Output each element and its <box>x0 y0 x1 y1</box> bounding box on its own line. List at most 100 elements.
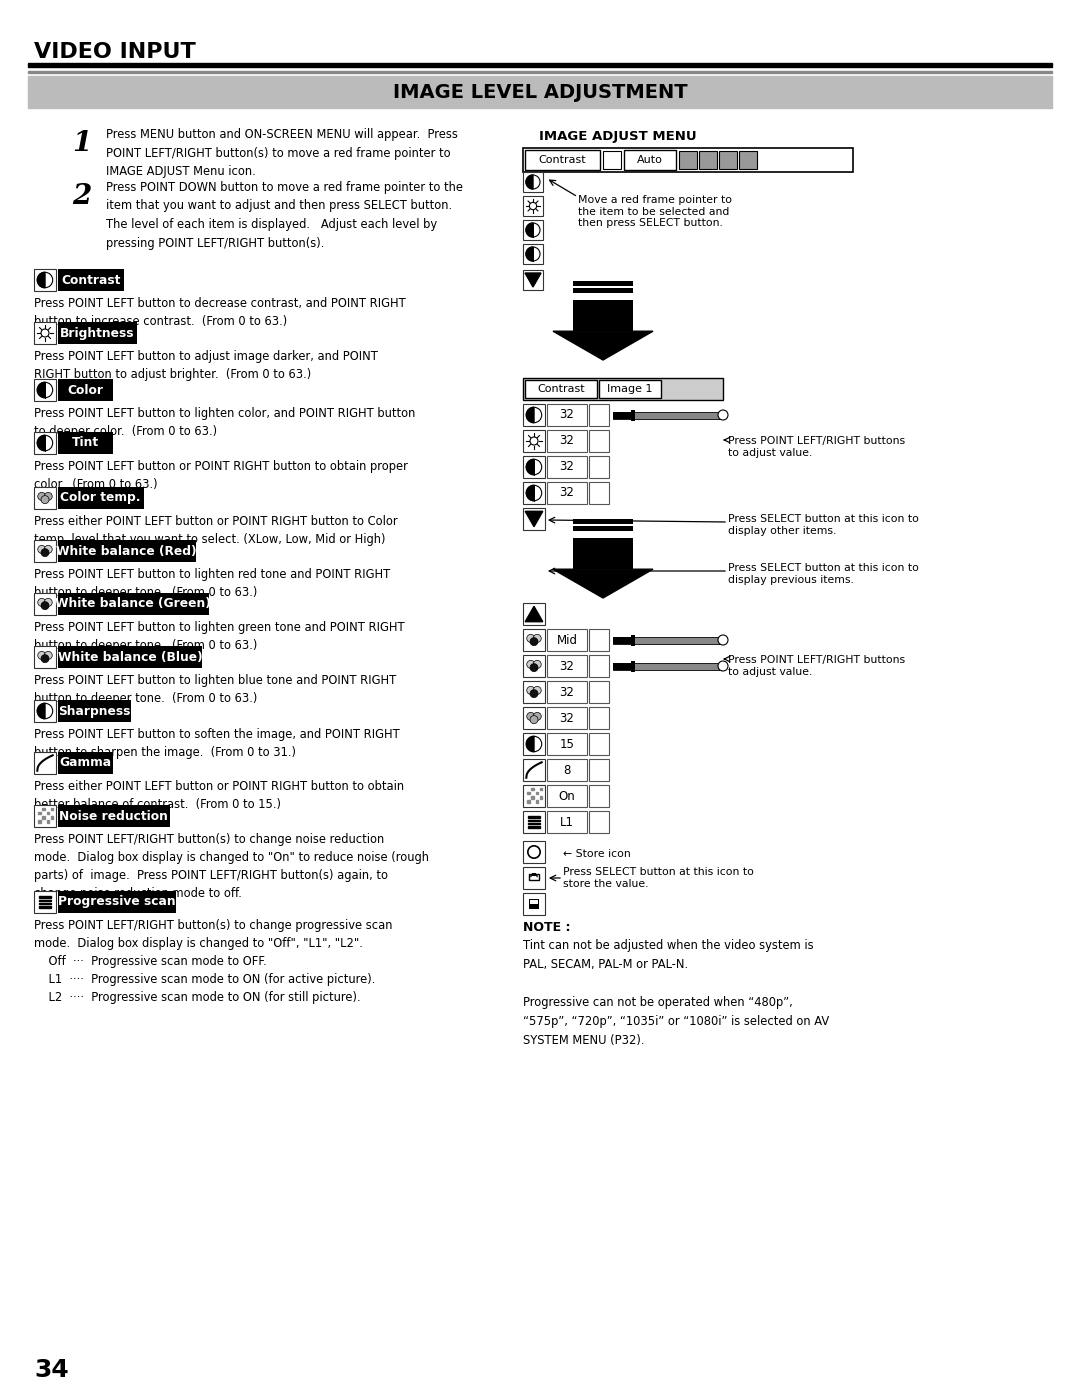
Bar <box>523 629 545 651</box>
Bar <box>624 149 676 170</box>
Text: Press MENU button and ON-SCREEN MENU will appear.  Press
POINT LEFT/RIGHT button: Press MENU button and ON-SCREEN MENU wil… <box>106 129 458 177</box>
Bar <box>589 404 609 426</box>
Text: Contrast: Contrast <box>538 155 585 165</box>
Bar <box>546 482 588 504</box>
Text: 32: 32 <box>559 486 575 500</box>
Bar <box>523 655 545 678</box>
Bar <box>58 700 131 722</box>
Bar <box>523 785 545 807</box>
Bar <box>546 680 588 703</box>
Text: White balance (Red): White balance (Red) <box>56 545 197 557</box>
Text: 32: 32 <box>559 408 575 422</box>
Circle shape <box>44 545 52 553</box>
Bar <box>529 875 539 880</box>
Bar <box>46 820 49 823</box>
Circle shape <box>44 492 52 500</box>
Bar <box>523 404 545 426</box>
Bar <box>33 321 56 344</box>
Bar <box>523 244 543 264</box>
Bar <box>589 455 609 478</box>
Bar <box>631 409 635 420</box>
Bar <box>58 321 137 344</box>
Text: Press POINT LEFT/RIGHT button(s) to change noise reduction
mode.  Dialog box dis: Press POINT LEFT/RIGHT button(s) to chan… <box>33 833 429 900</box>
Circle shape <box>718 636 728 645</box>
Bar <box>28 75 1052 108</box>
Bar <box>603 151 621 169</box>
Bar <box>573 288 633 293</box>
Polygon shape <box>38 272 45 288</box>
Bar <box>531 873 537 876</box>
Bar <box>33 488 56 509</box>
Text: Press either POINT LEFT button or POINT RIGHT button to obtain
better balance of: Press either POINT LEFT button or POINT … <box>33 780 404 812</box>
Text: White balance (Blue): White balance (Blue) <box>57 651 202 664</box>
Circle shape <box>41 655 49 662</box>
Bar <box>523 172 543 191</box>
Bar <box>46 812 49 814</box>
Text: Color: Color <box>67 384 104 397</box>
Bar <box>58 891 176 914</box>
Text: White balance (Green): White balance (Green) <box>55 598 211 610</box>
Circle shape <box>41 602 49 609</box>
Bar <box>523 707 545 729</box>
Bar <box>33 891 56 914</box>
Polygon shape <box>526 175 534 189</box>
Text: ← Store icon: ← Store icon <box>563 849 631 859</box>
Bar <box>58 592 208 615</box>
Bar <box>599 380 661 398</box>
Bar <box>523 509 545 529</box>
Text: 32: 32 <box>559 711 575 725</box>
Text: Press SELECT button at this icon to
display previous items.: Press SELECT button at this icon to disp… <box>728 563 919 584</box>
Circle shape <box>718 409 728 420</box>
Text: On: On <box>558 789 576 802</box>
Bar <box>739 151 757 169</box>
Bar <box>58 645 202 668</box>
Bar <box>58 488 144 509</box>
Text: Press POINT LEFT button to decrease contrast, and POINT RIGHT
button to increase: Press POINT LEFT button to decrease cont… <box>33 298 406 328</box>
Bar <box>546 733 588 754</box>
Bar <box>33 805 56 827</box>
Bar <box>38 812 41 814</box>
Bar <box>39 907 51 908</box>
Bar <box>523 868 545 888</box>
Text: Press POINT DOWN button to move a red frame pointer to the
item that you want to: Press POINT DOWN button to move a red fr… <box>106 182 463 250</box>
Text: Press POINT LEFT button or POINT RIGHT button to obtain proper
color.  (From 0 t: Press POINT LEFT button or POINT RIGHT b… <box>33 460 408 490</box>
Text: Press either POINT LEFT button or POINT RIGHT button to Color
temp. level that y: Press either POINT LEFT button or POINT … <box>33 515 397 546</box>
Circle shape <box>38 492 45 500</box>
Bar <box>536 792 538 795</box>
Bar <box>523 812 545 833</box>
Bar <box>42 816 44 819</box>
Text: Press POINT LEFT/RIGHT buttons
to adjust value.: Press POINT LEFT/RIGHT buttons to adjust… <box>728 655 905 676</box>
Circle shape <box>718 661 728 671</box>
Bar <box>546 707 588 729</box>
Text: Press POINT LEFT/RIGHT buttons
to adjust value.: Press POINT LEFT/RIGHT buttons to adjust… <box>728 436 905 458</box>
Polygon shape <box>38 436 45 451</box>
Bar <box>589 759 609 781</box>
Bar <box>527 800 529 803</box>
Bar <box>528 816 540 817</box>
Text: Press POINT LEFT button to lighten green tone and POINT RIGHT
button to deeper t: Press POINT LEFT button to lighten green… <box>33 622 405 652</box>
Bar <box>546 430 588 453</box>
Polygon shape <box>526 224 534 237</box>
Bar <box>58 432 113 454</box>
Text: L1: L1 <box>561 816 573 828</box>
Bar <box>33 541 56 562</box>
Bar <box>573 527 633 531</box>
Text: Press POINT LEFT button to soften the image, and POINT RIGHT
button to sharpen t: Press POINT LEFT button to soften the im… <box>33 728 400 759</box>
Bar <box>33 379 56 401</box>
Text: Press SELECT button at this icon to
display other items.: Press SELECT button at this icon to disp… <box>728 514 919 535</box>
Bar <box>589 629 609 651</box>
Bar <box>528 823 540 824</box>
Circle shape <box>530 664 538 672</box>
Polygon shape <box>38 703 45 718</box>
Text: NOTE :: NOTE : <box>523 921 570 935</box>
Polygon shape <box>553 569 653 598</box>
Bar <box>523 430 545 453</box>
Bar <box>523 219 543 240</box>
Bar <box>39 900 51 901</box>
Bar <box>529 898 539 909</box>
Bar <box>589 707 609 729</box>
Bar <box>33 700 56 722</box>
Bar <box>523 604 545 624</box>
Bar <box>546 455 588 478</box>
Bar <box>540 796 542 799</box>
